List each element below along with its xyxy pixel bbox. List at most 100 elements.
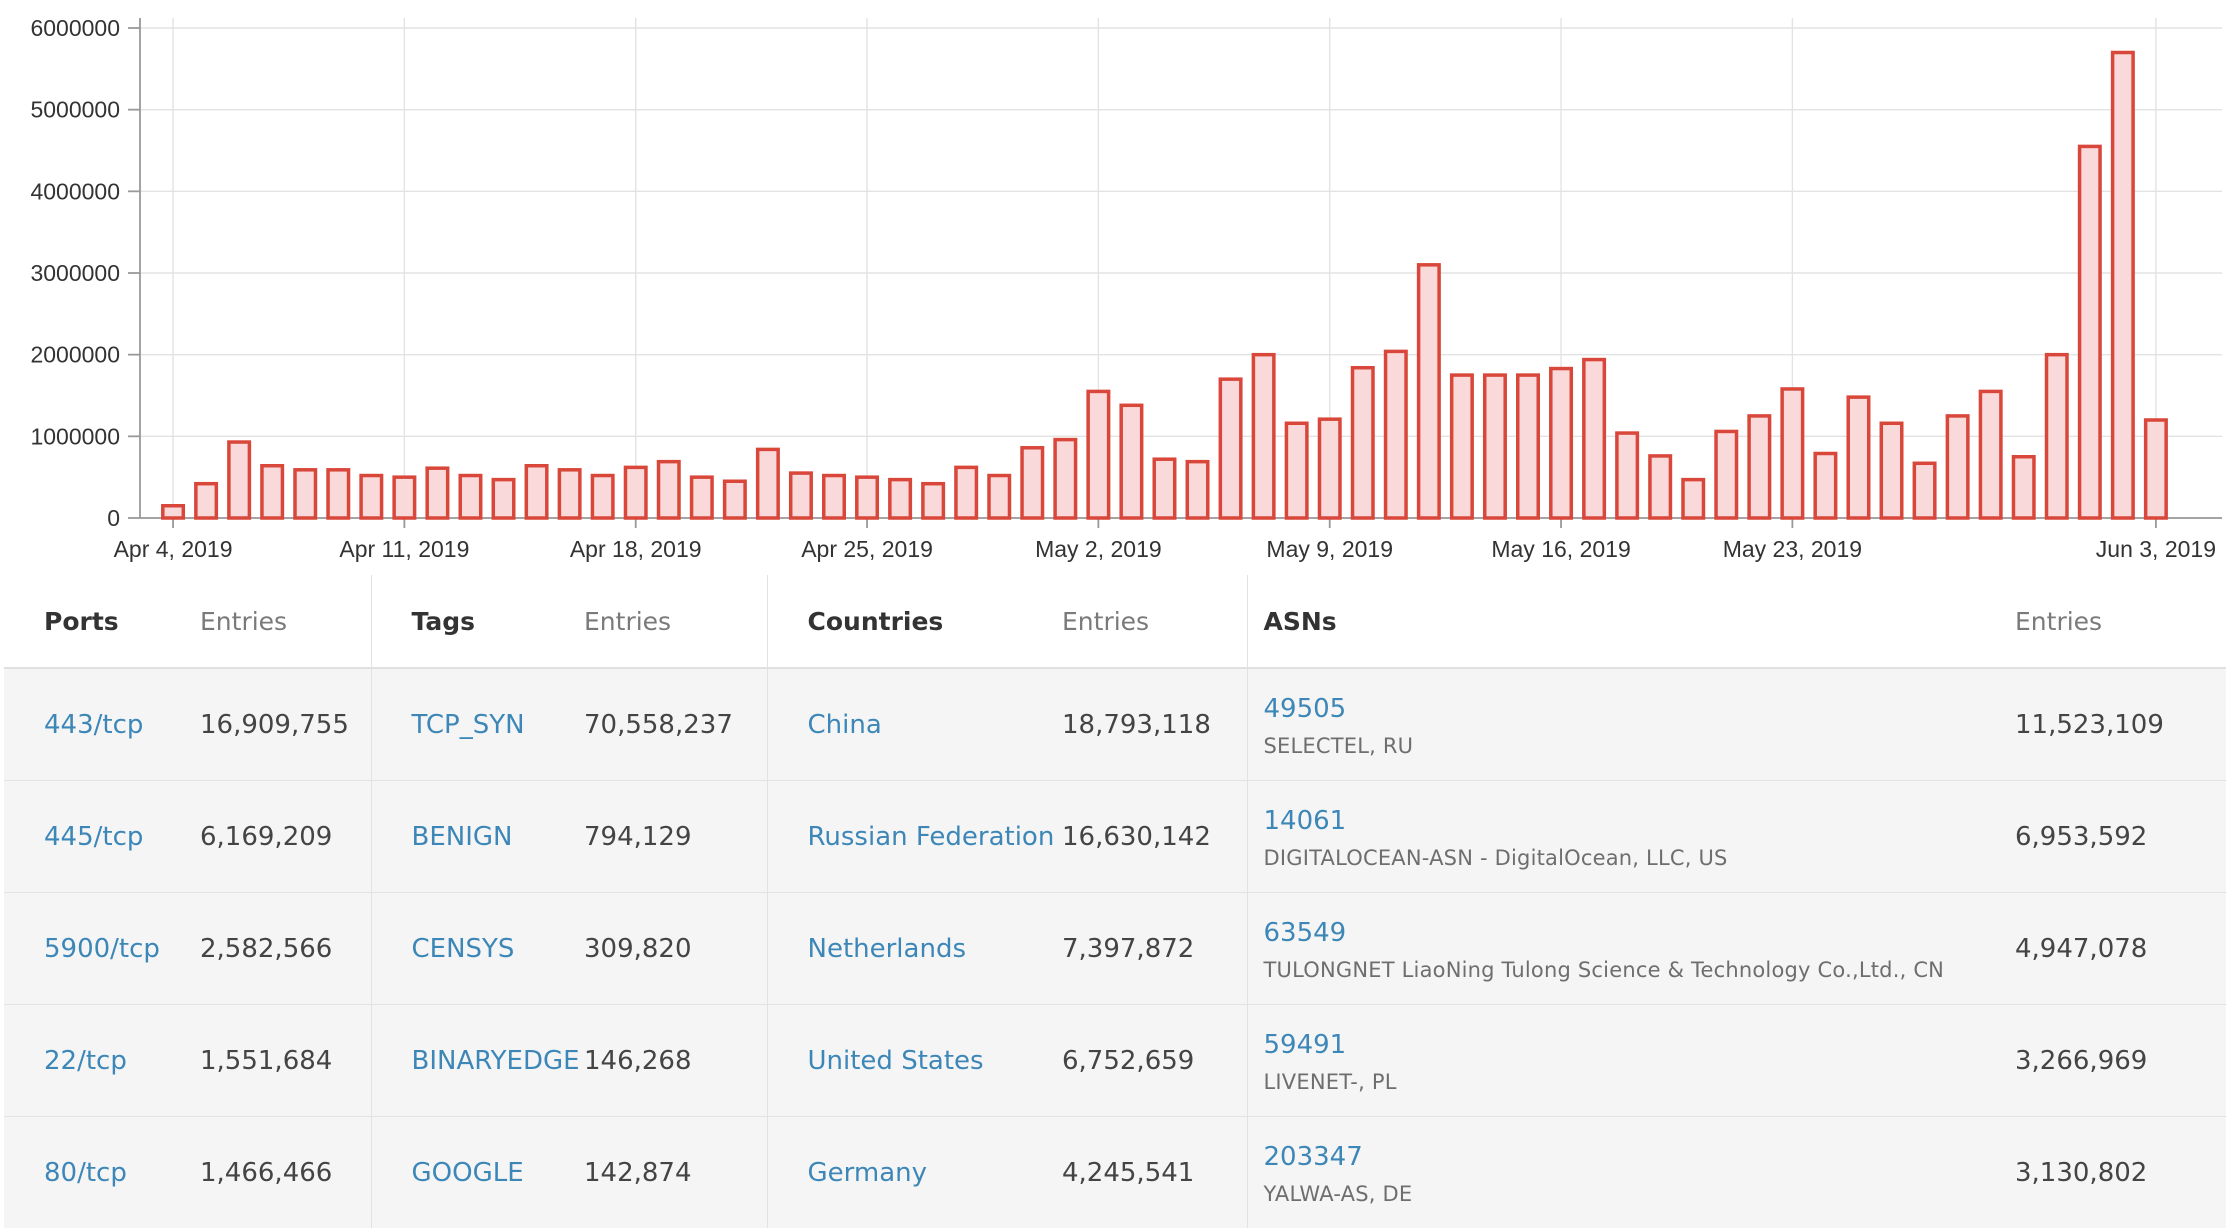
tags-header: Tags — [371, 575, 584, 668]
country-link[interactable]: United States — [808, 1046, 984, 1076]
asn-number-link[interactable]: 63549 — [1264, 918, 2016, 948]
port-entries-cell: 1,466,466 — [200, 1117, 371, 1228]
country-entries-cell: 7,397,872 — [1062, 893, 1247, 1005]
bar — [1055, 440, 1075, 518]
bar — [758, 449, 778, 518]
port-entries: 6,169,209 — [200, 822, 332, 852]
bar — [1386, 351, 1406, 518]
country-entries: 7,397,872 — [1062, 934, 1194, 964]
bar — [328, 470, 348, 518]
port-entries-cell: 2,582,566 — [200, 893, 371, 1005]
tag-link[interactable]: BENIGN — [412, 822, 513, 852]
asn-entries: 3,266,969 — [2015, 1046, 2147, 1076]
asns-header: ASNs — [1247, 575, 2015, 668]
bar — [2146, 420, 2166, 518]
asn-number-link[interactable]: 59491 — [1264, 1030, 2016, 1060]
x-tick-label: Jun 3, 2019 — [2096, 536, 2216, 562]
asn-number-link[interactable]: 203347 — [1264, 1142, 2016, 1172]
bar — [824, 476, 844, 518]
tag-cell: BENIGN — [371, 781, 584, 893]
asn-entries-cell: 4,947,078 — [2015, 893, 2226, 1005]
tag-link[interactable]: BINARYEDGE — [412, 1046, 580, 1076]
asn-cell: 203347 YALWA-AS, DE — [1247, 1117, 2015, 1228]
bar — [1815, 453, 1835, 518]
country-cell: Russian Federation — [767, 781, 1062, 893]
y-tick-label: 2000000 — [30, 342, 120, 368]
asns-entries-header: Entries — [2015, 575, 2226, 668]
country-link[interactable]: China — [808, 710, 882, 740]
summary-tables: Ports Entries Tags Entries Countries Ent… — [4, 575, 2226, 1218]
bar — [1286, 423, 1306, 518]
bar — [692, 477, 712, 518]
y-tick-label: 4000000 — [30, 178, 120, 204]
port-link[interactable]: 22/tcp — [44, 1046, 127, 1076]
bar — [1749, 416, 1769, 518]
bar — [1319, 419, 1339, 518]
tag-entries: 142,874 — [584, 1158, 692, 1188]
bar — [361, 476, 381, 518]
port-entries-cell: 16,909,755 — [200, 668, 371, 781]
ports-entries-header: Entries — [200, 575, 371, 668]
country-cell: Germany — [767, 1117, 1062, 1228]
bar — [2047, 355, 2067, 518]
bar — [1485, 375, 1505, 518]
asn-number-link[interactable]: 14061 — [1264, 806, 2016, 836]
country-link[interactable]: Germany — [808, 1158, 928, 1188]
asn-number-link[interactable]: 49505 — [1264, 694, 2016, 724]
port-cell: 443/tcp — [4, 668, 200, 781]
bar — [1121, 405, 1141, 518]
country-entries-cell: 6,752,659 — [1062, 1005, 1247, 1117]
bar — [1980, 391, 2000, 518]
x-tick-label: May 23, 2019 — [1723, 536, 1862, 562]
port-link[interactable]: 443/tcp — [44, 710, 143, 740]
bar — [1518, 375, 1538, 518]
country-entries: 16,630,142 — [1062, 822, 1211, 852]
tag-link[interactable]: TCP_SYN — [412, 710, 525, 740]
asn-name: YALWA-AS, DE — [1264, 1182, 2016, 1206]
country-entries-cell: 18,793,118 — [1062, 668, 1247, 781]
bar — [857, 477, 877, 518]
bar — [1253, 355, 1273, 518]
x-tick-label: Apr 25, 2019 — [801, 536, 933, 562]
country-entries: 18,793,118 — [1062, 710, 1211, 740]
country-link[interactable]: Russian Federation — [808, 822, 1055, 852]
bar — [1650, 456, 1670, 518]
bar — [1187, 462, 1207, 518]
bar — [1848, 397, 1868, 518]
country-link[interactable]: Netherlands — [808, 934, 967, 964]
table-header-row: Ports Entries Tags Entries Countries Ent… — [4, 575, 2226, 668]
bar — [1881, 423, 1901, 518]
tag-link[interactable]: CENSYS — [412, 934, 515, 964]
bar — [262, 466, 282, 518]
port-cell: 5900/tcp — [4, 893, 200, 1005]
port-link[interactable]: 445/tcp — [44, 822, 143, 852]
tag-cell: TCP_SYN — [371, 668, 584, 781]
bar — [592, 476, 612, 518]
bar — [1584, 360, 1604, 518]
bar — [2080, 146, 2100, 518]
tag-entries: 146,268 — [584, 1046, 692, 1076]
port-cell: 80/tcp — [4, 1117, 200, 1228]
port-link[interactable]: 80/tcp — [44, 1158, 127, 1188]
port-entries: 1,551,684 — [200, 1046, 332, 1076]
bar — [2113, 53, 2133, 519]
country-cell: China — [767, 668, 1062, 781]
bar — [1551, 369, 1571, 518]
countries-entries-header: Entries — [1062, 575, 1247, 668]
asn-entries: 4,947,078 — [2015, 934, 2147, 964]
port-link[interactable]: 5900/tcp — [44, 934, 160, 964]
tag-cell: GOOGLE — [371, 1117, 584, 1228]
tag-cell: BINARYEDGE — [371, 1005, 584, 1117]
country-entries-cell: 16,630,142 — [1062, 781, 1247, 893]
y-tick-label: 5000000 — [30, 97, 120, 123]
country-cell: Netherlands — [767, 893, 1062, 1005]
port-entries: 16,909,755 — [200, 710, 349, 740]
tag-link[interactable]: GOOGLE — [412, 1158, 524, 1188]
bar — [163, 506, 183, 518]
bar — [1154, 459, 1174, 518]
